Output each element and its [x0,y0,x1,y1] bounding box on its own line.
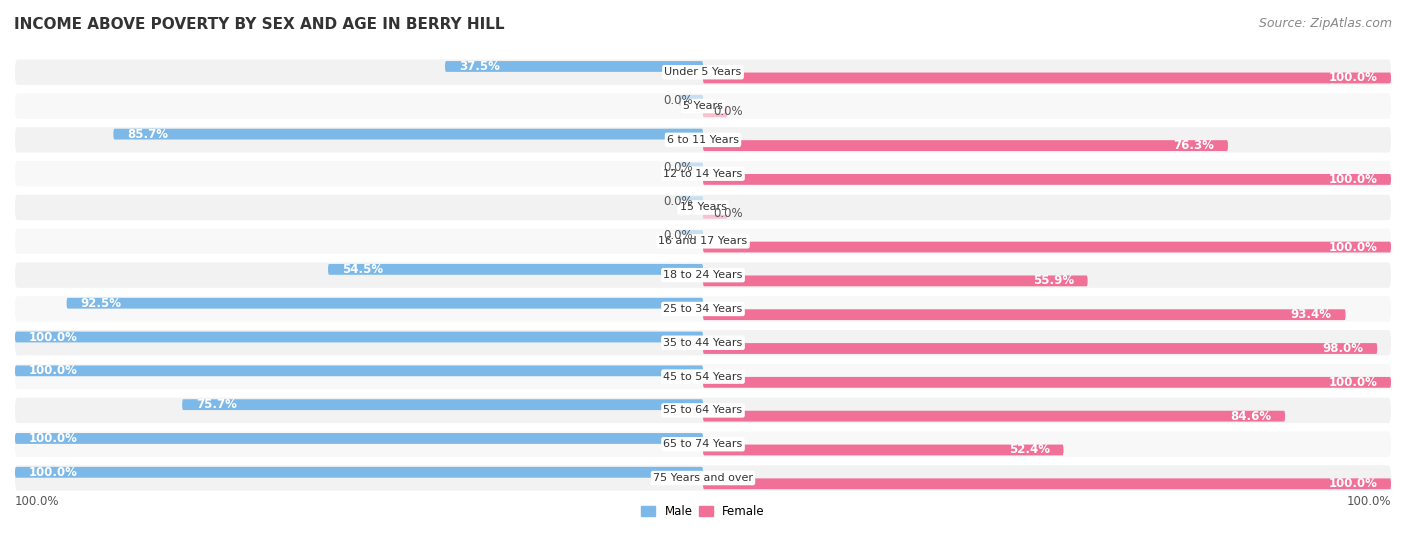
FancyBboxPatch shape [15,433,703,444]
Text: 0.0%: 0.0% [664,229,693,242]
FancyBboxPatch shape [703,411,1285,421]
Text: 52.4%: 52.4% [1008,443,1050,457]
FancyBboxPatch shape [114,129,703,140]
Text: 93.4%: 93.4% [1291,308,1331,321]
Text: 5 Years: 5 Years [683,101,723,111]
FancyBboxPatch shape [703,377,1391,388]
Text: 15 Years: 15 Years [679,202,727,212]
FancyBboxPatch shape [15,330,1391,356]
Text: 100.0%: 100.0% [28,466,77,479]
Text: 76.3%: 76.3% [1174,139,1215,152]
FancyBboxPatch shape [15,229,1391,254]
FancyBboxPatch shape [15,296,1391,321]
FancyBboxPatch shape [15,467,703,478]
Text: 100.0%: 100.0% [1347,495,1391,508]
FancyBboxPatch shape [15,331,703,343]
Text: 25 to 34 Years: 25 to 34 Years [664,304,742,314]
Text: 100.0%: 100.0% [28,364,77,377]
Text: 75 Years and over: 75 Years and over [652,473,754,483]
FancyBboxPatch shape [703,444,1063,456]
Text: 0.0%: 0.0% [664,94,693,107]
FancyBboxPatch shape [703,174,1391,185]
Text: 100.0%: 100.0% [28,330,77,344]
Text: 45 to 54 Years: 45 to 54 Years [664,372,742,382]
Text: INCOME ABOVE POVERTY BY SEX AND AGE IN BERRY HILL: INCOME ABOVE POVERTY BY SEX AND AGE IN B… [14,17,505,32]
Text: 100.0%: 100.0% [1329,477,1378,490]
Text: 75.7%: 75.7% [195,398,236,411]
FancyBboxPatch shape [15,366,703,376]
Text: 18 to 24 Years: 18 to 24 Years [664,270,742,280]
FancyBboxPatch shape [15,161,1391,186]
Text: 55 to 64 Years: 55 to 64 Years [664,405,742,415]
FancyBboxPatch shape [703,73,1391,83]
FancyBboxPatch shape [703,343,1378,354]
FancyBboxPatch shape [328,264,703,275]
Text: 85.7%: 85.7% [127,127,169,141]
Text: 35 to 44 Years: 35 to 44 Years [664,338,742,348]
FancyBboxPatch shape [703,208,727,219]
Text: 100.0%: 100.0% [28,432,77,445]
FancyBboxPatch shape [703,140,1227,151]
Text: 12 to 14 Years: 12 to 14 Years [664,169,742,179]
FancyBboxPatch shape [679,196,703,207]
Text: 0.0%: 0.0% [713,207,742,220]
Text: Under 5 Years: Under 5 Years [665,67,741,77]
Text: Source: ZipAtlas.com: Source: ZipAtlas.com [1258,17,1392,30]
FancyBboxPatch shape [15,465,1391,491]
FancyBboxPatch shape [703,276,1088,286]
FancyBboxPatch shape [15,93,1391,119]
FancyBboxPatch shape [703,241,1391,253]
Text: 100.0%: 100.0% [1329,240,1378,254]
Text: 92.5%: 92.5% [80,297,121,310]
FancyBboxPatch shape [15,262,1391,288]
Text: 0.0%: 0.0% [664,162,693,174]
FancyBboxPatch shape [15,397,1391,423]
Text: 100.0%: 100.0% [1329,72,1378,84]
Text: 55.9%: 55.9% [1032,274,1074,287]
Text: 98.0%: 98.0% [1323,342,1364,355]
FancyBboxPatch shape [679,230,703,241]
FancyBboxPatch shape [15,127,1391,153]
FancyBboxPatch shape [183,399,703,410]
FancyBboxPatch shape [703,106,727,117]
FancyBboxPatch shape [66,298,703,309]
Text: 16 and 17 Years: 16 and 17 Years [658,236,748,247]
Text: 0.0%: 0.0% [664,195,693,209]
Text: 100.0%: 100.0% [1329,376,1378,389]
Text: 65 to 74 Years: 65 to 74 Years [664,439,742,449]
FancyBboxPatch shape [679,163,703,173]
Text: 100.0%: 100.0% [15,495,59,508]
FancyBboxPatch shape [15,432,1391,457]
FancyBboxPatch shape [703,309,1346,320]
FancyBboxPatch shape [15,364,1391,389]
FancyBboxPatch shape [446,61,703,72]
FancyBboxPatch shape [15,59,1391,85]
Text: 100.0%: 100.0% [1329,173,1378,186]
Text: 0.0%: 0.0% [713,105,742,119]
Text: 54.5%: 54.5% [342,263,382,276]
FancyBboxPatch shape [679,95,703,106]
Text: 37.5%: 37.5% [458,60,499,73]
FancyBboxPatch shape [703,479,1391,489]
Text: 84.6%: 84.6% [1230,410,1271,423]
Text: 6 to 11 Years: 6 to 11 Years [666,135,740,145]
FancyBboxPatch shape [15,195,1391,220]
Legend: Male, Female: Male, Female [637,500,769,523]
